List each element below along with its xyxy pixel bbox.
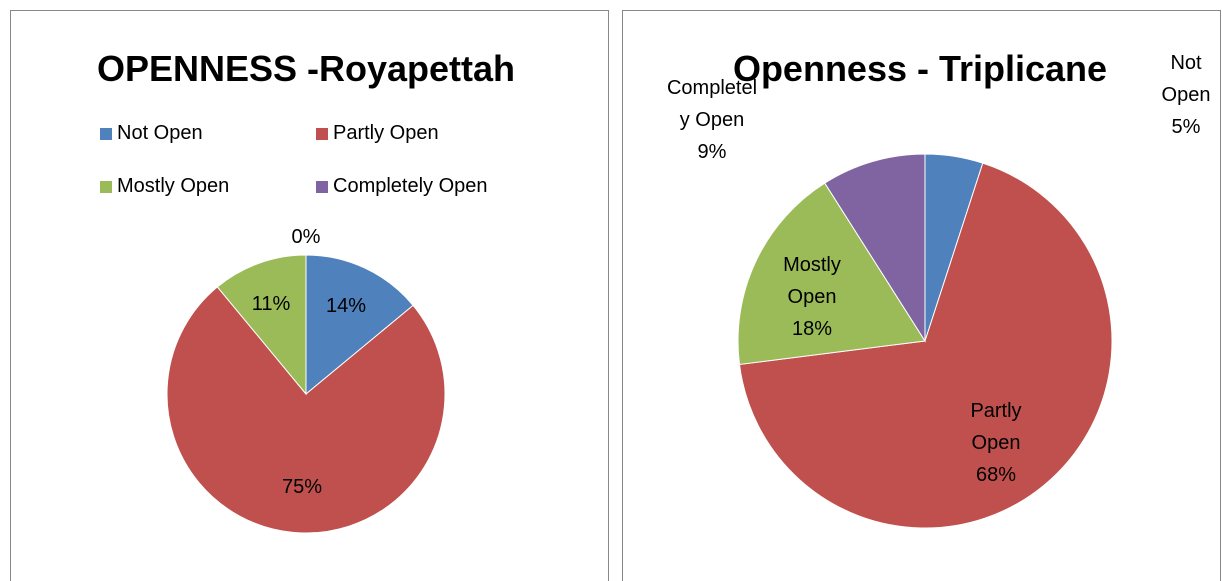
data-label-category: Completely Open [666,77,758,131]
legend-item: Not Open [100,122,203,145]
pie-slice [216,254,307,396]
legend-label: Mostly Open [117,175,230,197]
pie-slice [737,182,926,365]
data-label-value: 75% [281,476,323,498]
data-label-value: 0% [291,226,321,248]
legend-item: Completely Open [316,175,488,198]
data-label-value: 18% [791,318,833,340]
legend-swatch [100,127,112,140]
data-label-value: 14% [325,295,367,317]
data-label: Partly Open 68% [961,395,1031,491]
chart-title: Openness - Triplicane [732,48,1108,89]
data-label-value: 5% [1171,116,1201,138]
data-label-category: Mostly Open [783,254,841,308]
legend-label: Completely Open [333,175,488,197]
pie-slice [824,153,926,343]
legend-swatch [316,127,328,140]
legend-item: Partly Open [316,122,439,145]
chart-title: OPENNESS -Royapettah [96,48,516,89]
data-label: 75% [272,471,332,503]
pie-slice [166,286,446,534]
data-label-category: Not Open [1161,52,1211,106]
legend-swatch [316,180,328,193]
data-label: 14% [316,290,376,322]
data-label-value: 11% [251,293,291,315]
legend-label: Not Open [117,122,203,144]
data-label: 11% [241,288,301,320]
pie-slice [305,254,414,396]
data-label: Mostly Open 18% [772,249,852,345]
legend-label: Partly Open [333,122,439,144]
data-label-value: 68% [975,464,1017,486]
data-label-value: 9% [697,141,727,163]
data-label: 0% [276,221,336,253]
data-label: Completely Open 9% [665,72,760,168]
pie-slice [738,162,1113,529]
data-label-category: Partly Open [970,400,1022,454]
data-label: Not Open 5% [1156,47,1216,143]
legend-item: Mostly Open [100,175,229,198]
legend-swatch [100,180,112,193]
